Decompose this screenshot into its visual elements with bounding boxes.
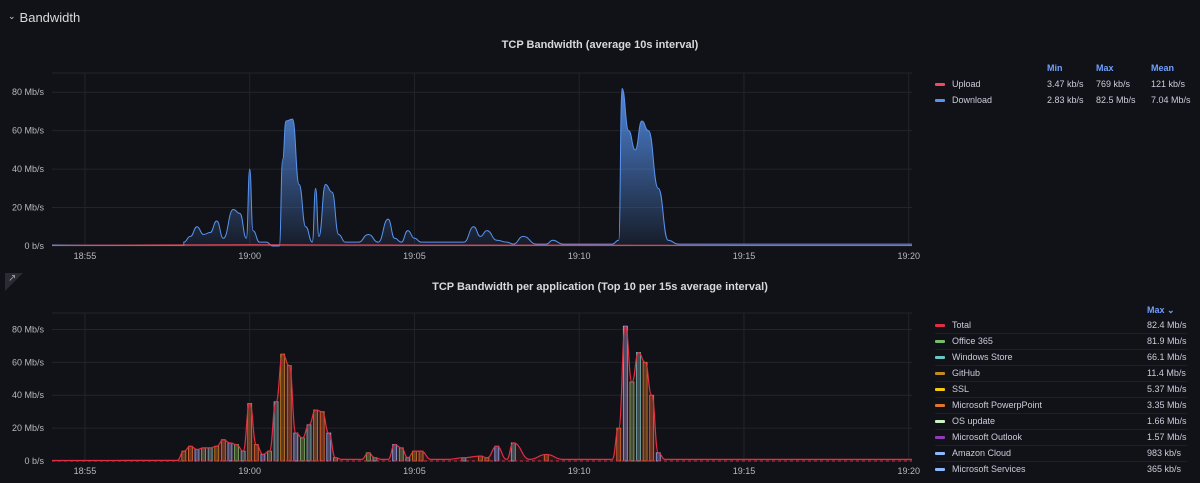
legend-item-amazon-cloud[interactable]: Amazon Cloud 983 kb/s xyxy=(935,445,1187,462)
x-tick-label: 19:05 xyxy=(403,466,426,476)
x-tick-label: 19:20 xyxy=(897,466,920,476)
legend-tcp-bandwidth-per-application: Max ⌄ Total 82.4 Mb/s Office 365 81.9 Mb… xyxy=(935,302,1193,478)
y-tick-label: 80 Mb/s xyxy=(12,87,45,97)
panel-link-icon[interactable]: ↗ xyxy=(5,273,23,291)
legend-item-office-365[interactable]: Office 365 81.9 Mb/s xyxy=(935,333,1187,350)
legend-header-mean[interactable]: Mean xyxy=(1151,63,1175,73)
series-line-download xyxy=(51,87,912,247)
legend-swatch xyxy=(935,323,945,327)
legend-max: 365 kb/s xyxy=(1147,464,1182,474)
legend-swatch xyxy=(935,82,945,86)
legend-max: 82.4 Mb/s xyxy=(1147,320,1187,330)
tcp-bandwidth-chart[interactable]: 0 b/s 20 Mb/s 40 Mb/s 60 Mb/s 80 Mb/s 18:55 19… xyxy=(0,0,920,270)
legend-label: Microsoft Services xyxy=(952,464,1026,474)
legend-header-max[interactable]: Max ⌄ xyxy=(1147,304,1175,315)
y-tick-label: 0 b/s xyxy=(24,241,44,251)
legend-item-microsoft-outlook[interactable]: Microsoft Outlook 1.57 Mb/s xyxy=(935,429,1187,446)
legend-max: 66.1 Mb/s xyxy=(1147,352,1187,362)
legend-label: Windows Store xyxy=(952,352,1013,362)
legend-item-github[interactable]: GitHub 11.4 Mb/s xyxy=(935,365,1187,382)
legend-max: 3.35 Mb/s xyxy=(1147,400,1187,410)
tcp-bandwidth-per-application-chart[interactable]: 0 b/s 20 Mb/s 40 Mb/s 60 Mb/s 80 Mb/s 18:55 19… xyxy=(0,0,920,483)
legend-min: 3.47 kb/s xyxy=(1047,79,1084,89)
y-tick-label: 0 b/s xyxy=(24,456,44,466)
legend-header-max[interactable]: Max xyxy=(1096,63,1114,73)
y-tick-label: 20 Mb/s xyxy=(12,423,45,433)
x-tick-label: 19:10 xyxy=(568,251,591,261)
legend-label: Total xyxy=(952,320,972,330)
series-area-total xyxy=(52,326,912,461)
x-tick-label: 19:00 xyxy=(238,251,261,261)
legend-min: 2.83 kb/s xyxy=(1047,95,1084,105)
panel-title-tcp-bandwidth: TCP Bandwidth (average 10s interval) xyxy=(501,39,699,51)
series-line-total xyxy=(51,325,912,462)
legend-swatch xyxy=(935,355,945,359)
series-line-upload xyxy=(51,244,912,247)
panel-title-tcp-bandwidth-per-application: TCP Bandwidth per application (Top 10 pe… xyxy=(432,281,768,293)
chevron-down-icon[interactable]: ⌄ xyxy=(8,10,16,21)
x-tick-label: 18:55 xyxy=(74,251,97,261)
legend-max: 983 kb/s xyxy=(1147,448,1182,458)
legend-swatch xyxy=(935,419,945,423)
y-tick-label: 80 Mb/s xyxy=(12,324,45,334)
legend-swatch xyxy=(935,435,945,439)
legend-max: 1.57 Mb/s xyxy=(1147,432,1187,442)
legend-item-microsoft-powerpoint[interactable]: Microsoft PowerpPoint 3.35 Mb/s xyxy=(935,397,1187,414)
legend-tcp-bandwidth: Min Max Mean Upload 3.47 kb/s 769 kb/s 1… xyxy=(935,60,1195,110)
legend-item-total[interactable]: Total 82.4 Mb/s xyxy=(935,317,1187,334)
legend-swatch xyxy=(935,387,945,391)
legend-max: 81.9 Mb/s xyxy=(1147,336,1187,346)
x-tick-label: 19:00 xyxy=(238,466,261,476)
x-tick-label: 18:55 xyxy=(74,466,97,476)
legend-item-os-update[interactable]: OS update 1.66 Mb/s xyxy=(935,413,1187,430)
legend-mean: 7.04 Mb/s xyxy=(1151,95,1191,105)
legend-swatch xyxy=(935,403,945,407)
legend-mean: 121 kb/s xyxy=(1151,79,1186,89)
y-tick-label: 60 Mb/s xyxy=(12,126,45,136)
legend-max: 769 kb/s xyxy=(1096,79,1131,89)
y-tick-label: 40 Mb/s xyxy=(12,164,45,174)
legend-label: Amazon Cloud xyxy=(952,448,1012,458)
legend-max: 82.5 Mb/s xyxy=(1096,95,1136,105)
legend-header-min[interactable]: Min xyxy=(1047,63,1063,73)
legend-swatch xyxy=(935,339,945,343)
legend-swatch xyxy=(935,371,945,375)
legend-label: SSL xyxy=(952,384,970,394)
x-tick-label: 19:10 xyxy=(568,466,591,476)
legend-item-ssl[interactable]: SSL 5.37 Mb/s xyxy=(935,381,1187,398)
legend-max: 1.66 Mb/s xyxy=(1147,416,1187,426)
legend-item-download[interactable]: Download 2.83 kb/s 82.5 Mb/s 7.04 Mb/s xyxy=(935,92,1195,108)
legend-label: Microsoft PowerpPoint xyxy=(952,400,1043,410)
legend-item-upload[interactable]: Upload 3.47 kb/s 769 kb/s 121 kb/s xyxy=(935,76,1195,92)
x-tick-label: 19:15 xyxy=(733,466,756,476)
legend-item-windows-store[interactable]: Windows Store 66.1 Mb/s xyxy=(935,349,1187,366)
legend-label: Upload xyxy=(952,79,981,89)
legend-label: Microsoft Outlook xyxy=(952,432,1023,442)
y-tick-label: 20 Mb/s xyxy=(12,203,45,213)
legend-label: GitHub xyxy=(952,368,981,378)
legend-swatch xyxy=(935,451,945,455)
legend-max: 5.37 Mb/s xyxy=(1147,384,1187,394)
legend-max: 11.4 Mb/s xyxy=(1147,368,1186,378)
legend-label: Office 365 xyxy=(952,336,993,346)
row-header-bandwidth[interactable]: ⌄ Bandwidth xyxy=(8,8,80,26)
legend-swatch xyxy=(935,467,945,471)
y-tick-label: 60 Mb/s xyxy=(12,357,45,367)
legend-swatch xyxy=(935,98,945,102)
x-tick-label: 19:20 xyxy=(897,251,920,261)
row-title: Bandwidth xyxy=(19,9,81,25)
legend-item-microsoft-services[interactable]: Microsoft Services 365 kb/s xyxy=(935,461,1187,477)
legend-label: OS update xyxy=(952,416,996,426)
x-tick-label: 19:15 xyxy=(733,251,756,261)
x-tick-label: 19:05 xyxy=(403,251,426,261)
legend-label: Download xyxy=(952,95,993,105)
y-tick-label: 40 Mb/s xyxy=(12,390,45,400)
